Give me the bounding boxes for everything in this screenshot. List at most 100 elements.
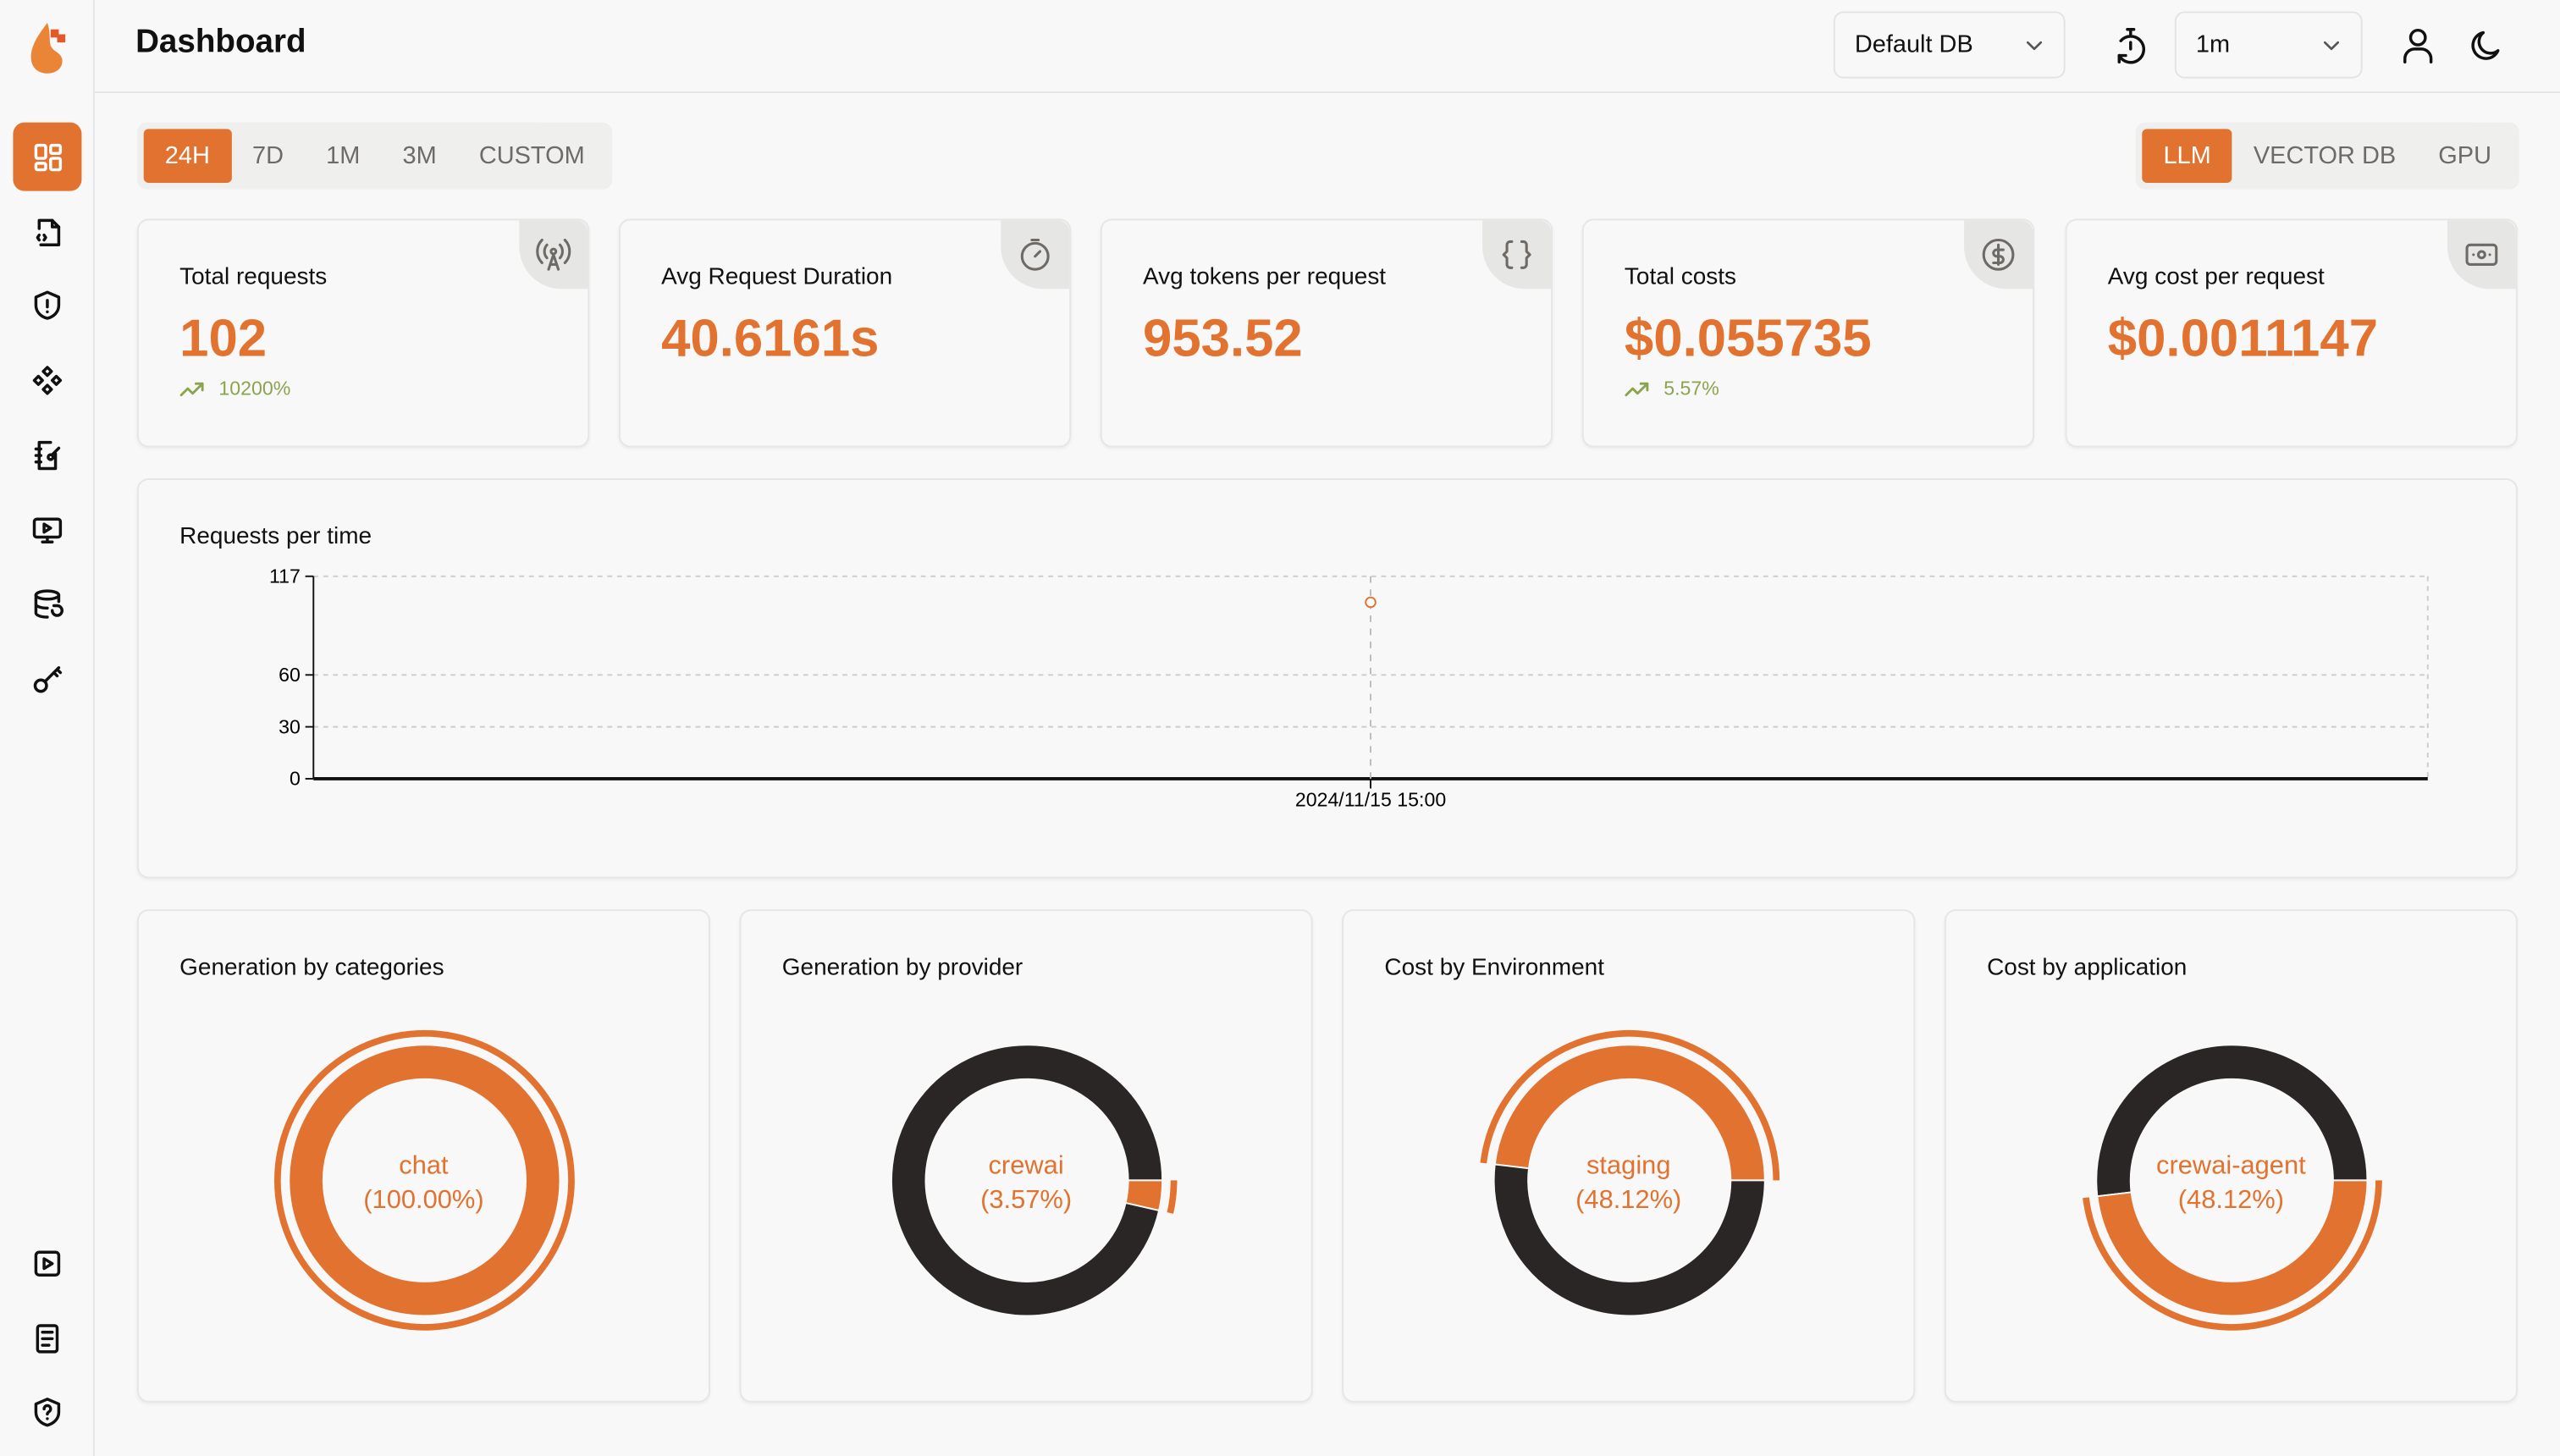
shield-question-icon xyxy=(31,1397,64,1430)
stat-label: Avg cost per request xyxy=(2107,264,2325,291)
donut-slice-crewai-agent[interactable] xyxy=(2096,1179,2369,1317)
donut-center-percent: (48.12%) xyxy=(2177,1187,2284,1215)
stat-label: Avg tokens per request xyxy=(1142,264,1387,291)
time-filter: 24H 7D 1M 3M CUSTOM xyxy=(136,122,613,190)
chevron-down-icon xyxy=(2321,35,2341,54)
refresh-interval-select[interactable]: 1m xyxy=(2174,11,2363,79)
stat-value: 102 xyxy=(179,308,268,367)
sidebar-item-vault[interactable] xyxy=(13,421,81,489)
page-title: Dashboard xyxy=(135,24,306,61)
logo[interactable] xyxy=(28,19,70,83)
trending-up-icon xyxy=(1625,380,1651,397)
file-code-icon xyxy=(31,215,64,248)
donut-center-percent: (100.00%) xyxy=(363,1187,484,1215)
donut-center-percent: (48.12%) xyxy=(1575,1187,1682,1215)
grid-icon xyxy=(31,141,64,174)
sidebar-item-prompt-hub[interactable] xyxy=(13,346,81,415)
moon-icon[interactable] xyxy=(2469,26,2504,65)
donut-card-generation-by-categories: Generation by categories chat (100.00%) xyxy=(136,909,710,1403)
sidebar-item-database-config[interactable] xyxy=(13,570,81,638)
header: Dashboard Default DB 1m xyxy=(94,0,2560,93)
dollar-circle-icon xyxy=(1964,220,2033,290)
user-icon[interactable] xyxy=(2400,26,2436,65)
stat-trend: 10200% xyxy=(179,377,290,400)
requests-chart-card: Requests per time 0 30 60 117 2024/11/15 15:… xyxy=(136,478,2518,879)
book-icon xyxy=(31,1322,64,1355)
chart-title: Generation by provider xyxy=(781,955,1023,982)
stat-value: $0.0011147 xyxy=(2107,308,2379,367)
stat-card-total-costs: Total costs $0.055735 5.57% xyxy=(1581,218,2034,448)
donut-card-cost-by-application: Cost by application crewai-agent (48.12%) xyxy=(1944,909,2518,1403)
donut-center-percent: (3.57%) xyxy=(980,1187,1073,1215)
donut-chart xyxy=(273,1029,575,1331)
stat-value: $0.055735 xyxy=(1624,308,1872,367)
stat-label: Avg Request Duration xyxy=(661,264,893,291)
y-tick-label: 117 xyxy=(269,565,301,587)
time-filter-option-1m[interactable]: 1M xyxy=(326,141,361,170)
donut-slice[interactable] xyxy=(1492,1163,1766,1317)
stat-card-total-requests: Total requests 102 10200% xyxy=(136,218,590,448)
sidebar-item-dashboard[interactable] xyxy=(13,122,82,191)
timer-reset-icon[interactable] xyxy=(2113,26,2149,65)
y-tick-label: 30 xyxy=(279,715,301,737)
time-filter-option-24h[interactable]: 24H xyxy=(143,129,231,183)
stat-label: Total costs xyxy=(1624,264,1737,291)
timer-icon xyxy=(1001,220,1070,290)
type-filter: LLM VECTOR DB GPU xyxy=(2135,122,2519,190)
donut-active-ring xyxy=(1167,1180,1178,1214)
donut-slice-crewai[interactable] xyxy=(1124,1179,1164,1212)
chart-title: Requests per time xyxy=(179,524,372,550)
y-tick-label: 0 xyxy=(290,768,301,790)
stat-trend: 5.57% xyxy=(1625,377,1719,400)
trending-up-icon xyxy=(179,380,206,397)
stat-card-avg-request-duration: Avg Request Duration 40.6161s xyxy=(618,218,1072,448)
time-filter-option-custom[interactable]: CUSTOM xyxy=(478,141,585,170)
database-icon xyxy=(31,588,64,621)
data-point[interactable] xyxy=(1365,596,1377,609)
database-select[interactable]: Default DB xyxy=(1833,11,2066,79)
type-filter-option-vector-db[interactable]: VECTOR DB xyxy=(2253,141,2397,170)
time-filter-option-7d[interactable]: 7D xyxy=(252,141,284,170)
donut-card-cost-by-environment: Cost by Environment staging (48.12%) xyxy=(1342,909,1916,1403)
sidebar-item-requests[interactable] xyxy=(13,197,81,266)
donut-chart xyxy=(891,1044,1178,1317)
time-filter-option-3m[interactable]: 3M xyxy=(402,141,437,170)
donut-slice[interactable] xyxy=(891,1044,1164,1317)
stat-card-avg-cost-per-request: Avg cost per request $0.0011147 xyxy=(2065,218,2518,448)
type-filter-option-gpu[interactable]: GPU xyxy=(2438,141,2491,170)
donut-chart xyxy=(2083,1044,2382,1331)
donut-chart xyxy=(1480,1029,1780,1317)
chevron-down-icon xyxy=(2024,35,2044,54)
y-tick-label: 60 xyxy=(279,664,301,686)
stat-trend-value: 10200% xyxy=(218,377,291,400)
stat-card-avg-tokens-per-request: Avg tokens per request 953.52 xyxy=(1100,218,1553,448)
donut-slice[interactable] xyxy=(2095,1044,2369,1198)
stat-value: 953.52 xyxy=(1142,308,1303,367)
stat-trend-value: 5.57% xyxy=(1663,377,1719,400)
donut-center-label: crewai xyxy=(988,1152,1064,1181)
components-icon xyxy=(31,364,64,397)
requests-line-chart: 0 30 60 117 2024/11/15 15:00 xyxy=(269,565,2429,811)
play-square-icon xyxy=(31,1247,64,1280)
shield-alert-icon xyxy=(31,290,64,323)
database-select-value: Default DB xyxy=(1854,30,1973,59)
monitor-play-icon xyxy=(31,514,64,547)
sidebar-item-openground[interactable] xyxy=(13,495,81,564)
banknote-icon xyxy=(2447,220,2516,290)
braces-icon xyxy=(1482,220,1552,290)
stat-label: Total requests xyxy=(179,264,328,291)
chart-title: Cost by application xyxy=(1987,955,2188,982)
type-filter-option-llm[interactable]: LLM xyxy=(2142,129,2232,183)
sidebar-item-docs[interactable] xyxy=(13,1304,81,1372)
sidebar-item-exceptions[interactable] xyxy=(13,272,81,340)
sidebar-item-help[interactable] xyxy=(13,1378,81,1447)
chart-title: Generation by categories xyxy=(179,955,444,982)
donut-center-label: crewai-agent xyxy=(2156,1152,2306,1181)
x-tick-label: 2024/11/15 15:00 xyxy=(1295,789,1446,811)
sidebar-item-api-keys[interactable] xyxy=(13,645,81,714)
donut-slice-chat[interactable] xyxy=(288,1044,561,1317)
sidebar-item-video[interactable] xyxy=(13,1229,81,1298)
donut-slice-staging[interactable] xyxy=(1493,1044,1766,1182)
donut-card-generation-by-provider: Generation by provider crewai (3.57%) xyxy=(739,909,1313,1403)
key-icon xyxy=(31,663,64,696)
